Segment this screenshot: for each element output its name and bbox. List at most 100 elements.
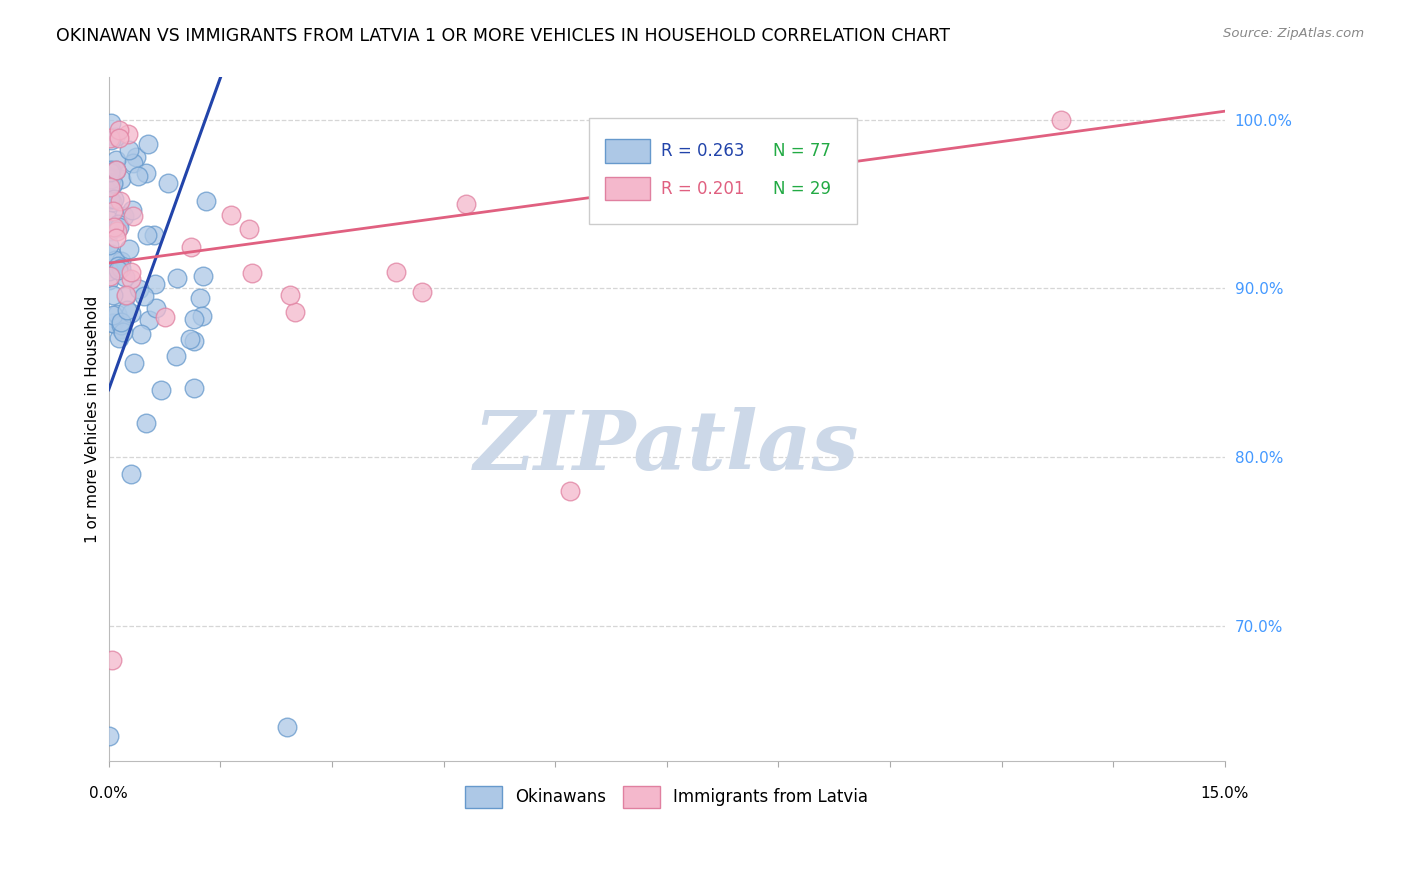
Point	[191, 309, 214, 323]
Text: Source: ZipAtlas.com: Source: ZipAtlas.com	[1223, 27, 1364, 40]
Point	[155, 310, 177, 325]
Point	[108, 220, 131, 235]
Point	[122, 356, 145, 370]
Point	[129, 326, 152, 341]
Point	[110, 322, 132, 336]
Point	[114, 270, 136, 285]
Point	[98, 213, 121, 227]
Point	[108, 131, 131, 145]
Point	[118, 143, 141, 157]
Point	[115, 302, 138, 317]
Point	[240, 267, 263, 281]
Point	[145, 301, 167, 315]
Point	[103, 177, 125, 191]
Point	[135, 166, 157, 180]
Text: N = 29: N = 29	[773, 180, 831, 198]
Text: N = 77: N = 77	[773, 142, 831, 161]
Point	[100, 133, 122, 147]
Point	[117, 127, 139, 141]
Point	[110, 318, 132, 332]
Point	[105, 153, 128, 168]
Text: OKINAWAN VS IMMIGRANTS FROM LATVIA 1 OR MORE VEHICLES IN HOUSEHOLD CORRELATION C: OKINAWAN VS IMMIGRANTS FROM LATVIA 1 OR …	[56, 27, 950, 45]
Point	[100, 162, 122, 177]
Text: R = 0.201: R = 0.201	[661, 180, 745, 198]
Point	[278, 288, 301, 302]
Point	[180, 240, 202, 254]
Point	[219, 208, 242, 222]
Point	[98, 192, 121, 206]
Point	[98, 165, 121, 179]
Point	[98, 238, 121, 252]
Point	[103, 193, 125, 207]
Point	[110, 253, 132, 268]
Point	[558, 483, 581, 498]
Point	[100, 224, 122, 238]
Point	[120, 467, 142, 482]
Point	[454, 197, 477, 211]
Point	[100, 115, 122, 129]
Text: R = 0.263: R = 0.263	[661, 142, 745, 161]
Legend: Okinawans, Immigrants from Latvia: Okinawans, Immigrants from Latvia	[458, 780, 875, 814]
Point	[121, 203, 143, 218]
Point	[100, 162, 122, 177]
Point	[411, 285, 433, 299]
Point	[135, 417, 157, 431]
Point	[191, 268, 214, 283]
Point	[385, 265, 408, 279]
FancyBboxPatch shape	[606, 177, 650, 201]
Text: 15.0%: 15.0%	[1201, 787, 1249, 801]
Point	[104, 253, 127, 268]
Point	[107, 263, 129, 277]
Point	[138, 312, 160, 326]
Point	[142, 228, 165, 243]
Point	[284, 305, 307, 319]
Point	[138, 137, 160, 152]
Point	[195, 194, 218, 208]
Point	[121, 156, 143, 170]
Point	[122, 209, 145, 223]
Point	[105, 162, 128, 177]
Point	[110, 260, 132, 275]
Point	[183, 381, 205, 395]
Point	[107, 218, 129, 232]
Point	[120, 272, 142, 286]
Point	[124, 150, 146, 164]
Point	[98, 268, 121, 283]
Point	[132, 289, 155, 303]
Point	[103, 204, 125, 219]
Point	[101, 309, 124, 323]
Point	[112, 325, 135, 339]
Point	[98, 179, 121, 194]
Point	[183, 334, 205, 348]
Text: 0.0%: 0.0%	[89, 787, 128, 801]
Point	[276, 720, 298, 734]
Point	[105, 231, 128, 245]
Point	[107, 331, 129, 345]
Point	[190, 291, 212, 305]
Point	[103, 316, 125, 330]
Point	[165, 349, 187, 363]
Point	[145, 277, 167, 292]
Point	[100, 247, 122, 261]
Point	[104, 163, 127, 178]
Point	[127, 169, 149, 184]
Point	[104, 129, 127, 144]
Point	[110, 315, 132, 329]
Point	[100, 195, 122, 210]
Point	[103, 176, 125, 190]
Point	[107, 260, 129, 274]
Point	[179, 332, 201, 346]
Point	[110, 172, 132, 186]
Point	[112, 209, 135, 223]
Point	[114, 288, 136, 302]
Point	[108, 122, 131, 136]
Point	[98, 131, 121, 145]
Y-axis label: 1 or more Vehicles in Household: 1 or more Vehicles in Household	[86, 295, 100, 543]
Point	[120, 264, 142, 278]
Point	[105, 224, 128, 238]
Point	[183, 311, 205, 326]
Point	[117, 242, 139, 256]
Point	[101, 316, 124, 330]
Point	[238, 221, 260, 235]
Point	[98, 272, 121, 286]
